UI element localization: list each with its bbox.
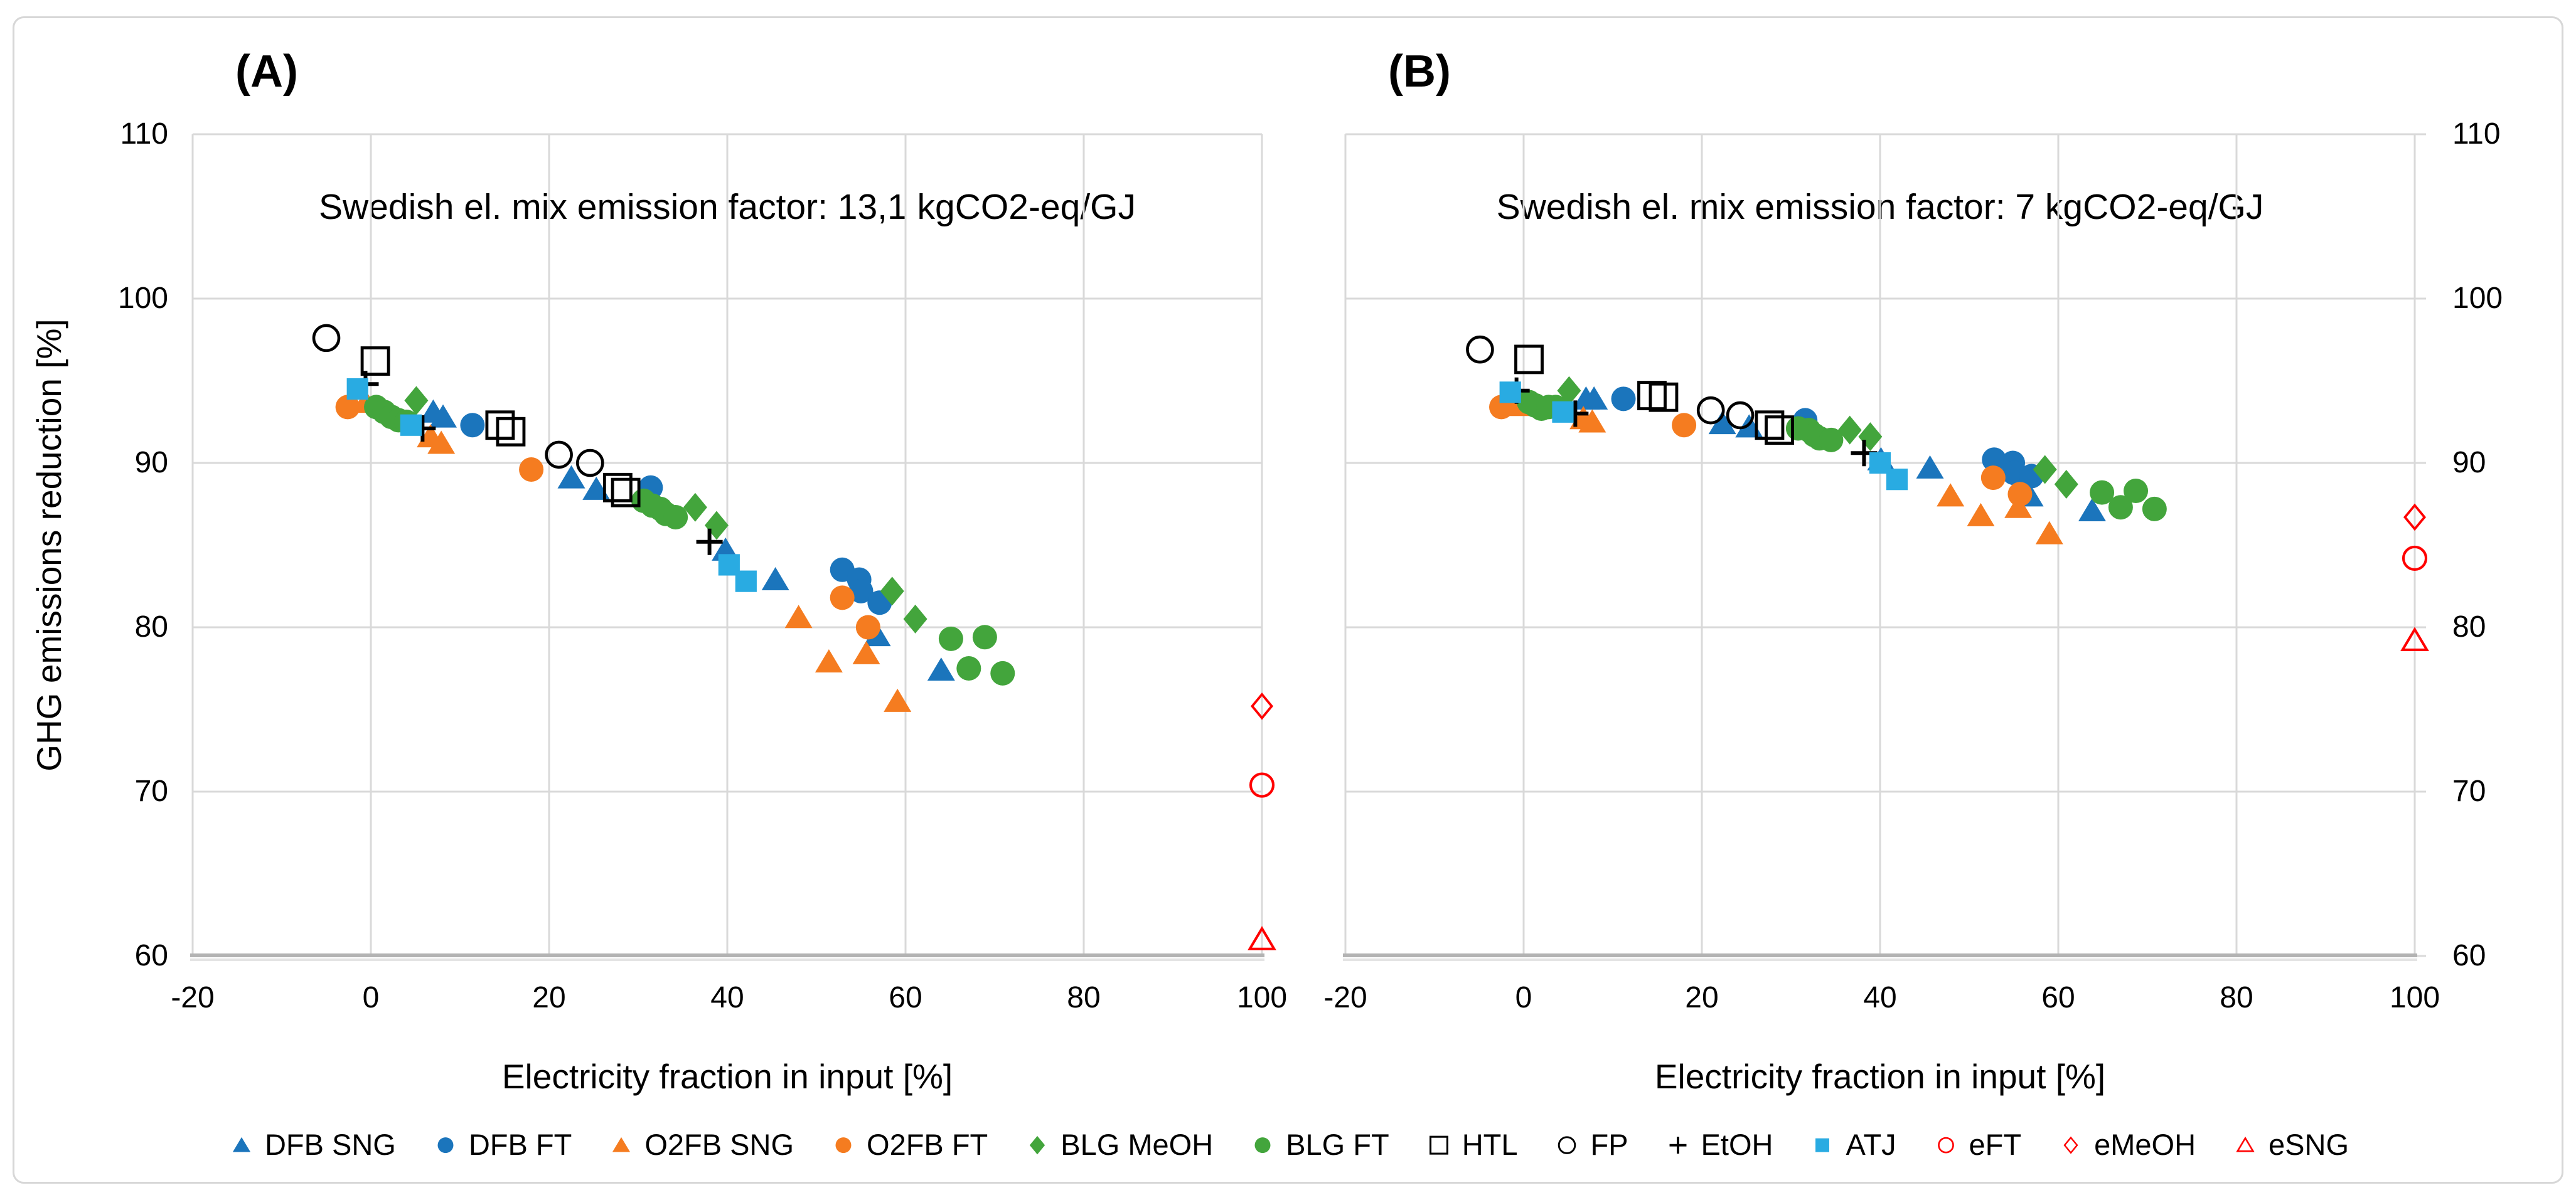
- series-o2fb-sng: [1504, 393, 2063, 544]
- series-atj: [1499, 381, 1908, 491]
- y-tick-label: 70: [2452, 775, 2486, 808]
- panel-a-plot: [190, 133, 1276, 961]
- legend-item-eft: eFT: [1932, 1127, 2022, 1162]
- atj-marker-icon: [1815, 1138, 1830, 1152]
- y-axis-title: GHG emissions reduction [%]: [29, 319, 68, 772]
- y-tick-label: 60: [134, 939, 168, 972]
- legend-item-dfb-sng: DFB SNG: [227, 1127, 396, 1162]
- x-tick-label: 20: [532, 981, 566, 1014]
- series-htl: [360, 346, 641, 507]
- legend-label: BLG MeOH: [1061, 1127, 1214, 1161]
- series-esng: [2400, 627, 2429, 651]
- series-o2fb-sng: [351, 390, 912, 712]
- panel-b-label: (B): [1388, 46, 1451, 97]
- legend-label: eMeOH: [2094, 1127, 2196, 1161]
- fp-marker-icon: [1558, 1136, 1576, 1154]
- series-fp: [1466, 335, 1755, 430]
- y-tick-label: 100: [117, 282, 168, 315]
- dfb-sng-marker-icon: [232, 1137, 251, 1152]
- x-tick-label: 100: [1236, 981, 1288, 1014]
- y-tick-label: 90: [134, 446, 168, 479]
- x-tick-label: 60: [2041, 981, 2075, 1014]
- legend-item-blg-ft: BLG FT: [1248, 1127, 1389, 1162]
- emeoh-marker-icon: [2063, 1136, 2078, 1154]
- series-blg-ft: [364, 395, 1015, 686]
- legend-label: O2FB FT: [867, 1127, 988, 1161]
- series-dfb-sng: [419, 399, 955, 681]
- legend-label: BLG FT: [1286, 1127, 1389, 1161]
- x-tick-label: 60: [889, 981, 922, 1014]
- x-tick-label: 40: [1863, 981, 1897, 1014]
- series-fp: [312, 324, 604, 477]
- x-tick-label: -20: [1323, 981, 1367, 1014]
- series-emeoh: [1250, 692, 1274, 720]
- blg-ft-marker-icon: [1254, 1137, 1271, 1154]
- y-tick-label: 110: [120, 117, 168, 151]
- x-tick-label: 80: [1067, 981, 1101, 1014]
- figure-border: [13, 16, 2563, 1184]
- legend-item-dfb-ft: DFB FT: [431, 1127, 572, 1162]
- legend-item-etoh: EtOH: [1664, 1127, 1773, 1162]
- series-htl: [1514, 344, 1794, 445]
- series-blg-meoh: [404, 386, 927, 634]
- esng-marker-icon: [2236, 1136, 2255, 1152]
- x-tick-label: -20: [171, 981, 215, 1014]
- series-eft: [2402, 545, 2428, 571]
- series-o2fb-ft: [1489, 395, 2033, 507]
- legend-item-blg-meoh: BLG MeOH: [1023, 1127, 1213, 1162]
- legend-label: HTL: [1462, 1127, 1518, 1161]
- y-tick-label: 80: [2452, 610, 2486, 644]
- series-esng: [1248, 926, 1276, 950]
- legend-item-o2fb-sng: O2FB SNG: [607, 1127, 794, 1162]
- y-tick-label: 60: [2452, 939, 2486, 972]
- panel-b-x-axis-title: Electricity fraction in input [%]: [1654, 1057, 2106, 1096]
- eft-marker-icon: [1937, 1137, 1954, 1154]
- y-tick-label: 70: [134, 775, 168, 808]
- blg-meoh-marker-icon: [1030, 1135, 1045, 1155]
- o2fb-sng-marker-icon: [612, 1137, 631, 1152]
- legend-label: DFB FT: [468, 1127, 572, 1161]
- x-tick-label: 80: [2220, 981, 2253, 1014]
- series-emeoh: [2403, 503, 2427, 531]
- x-tick-label: 100: [2389, 981, 2440, 1014]
- legend: DFB SNG DFB FT O2FB SNG O2FB FT BLG MeOH BLG …: [0, 1119, 2576, 1169]
- dfb-ft-marker-icon: [437, 1137, 454, 1154]
- x-tick-label: 0: [1515, 981, 1532, 1014]
- x-tick-label: 20: [1685, 981, 1719, 1014]
- y-tick-label: 90: [2452, 446, 2486, 479]
- legend-item-htl: HTL: [1424, 1127, 1518, 1162]
- etoh-marker-icon: [1669, 1137, 1687, 1154]
- legend-label: DFB SNG: [264, 1127, 396, 1161]
- series-o2fb-ft: [335, 395, 880, 640]
- y-tick-label: 100: [2452, 282, 2503, 315]
- series-blg-ft: [1517, 390, 2167, 521]
- legend-item-o2fb-ft: O2FB FT: [829, 1127, 988, 1162]
- legend-label: FP: [1590, 1127, 1628, 1161]
- legend-item-fp: FP: [1553, 1127, 1628, 1162]
- panel-b-plot: [1343, 133, 2429, 961]
- legend-item-atj: ATJ: [1808, 1127, 1896, 1162]
- o2fb-ft-marker-icon: [835, 1137, 852, 1154]
- legend-label: O2FB SNG: [644, 1127, 794, 1161]
- legend-item-emeoh: eMeOH: [2056, 1127, 2196, 1162]
- legend-label: ATJ: [1846, 1127, 1896, 1161]
- series-eft: [1249, 772, 1275, 798]
- x-tick-label: 0: [362, 981, 380, 1014]
- y-tick-label: 80: [134, 610, 168, 644]
- panel-a-x-axis-title: Electricity fraction in input [%]: [501, 1057, 953, 1096]
- legend-label: eFT: [1969, 1127, 2022, 1161]
- legend-label: EtOH: [1701, 1127, 1773, 1161]
- series-atj: [346, 378, 757, 592]
- series-blg-meoh: [1557, 376, 2078, 499]
- legend-label: eSNG: [2269, 1127, 2349, 1161]
- y-tick-label: 110: [2452, 117, 2501, 151]
- htl-marker-icon: [1429, 1135, 1448, 1155]
- legend-item-esng: eSNG: [2231, 1127, 2349, 1162]
- panel-a-label: (A): [235, 46, 298, 97]
- x-tick-label: 40: [710, 981, 744, 1014]
